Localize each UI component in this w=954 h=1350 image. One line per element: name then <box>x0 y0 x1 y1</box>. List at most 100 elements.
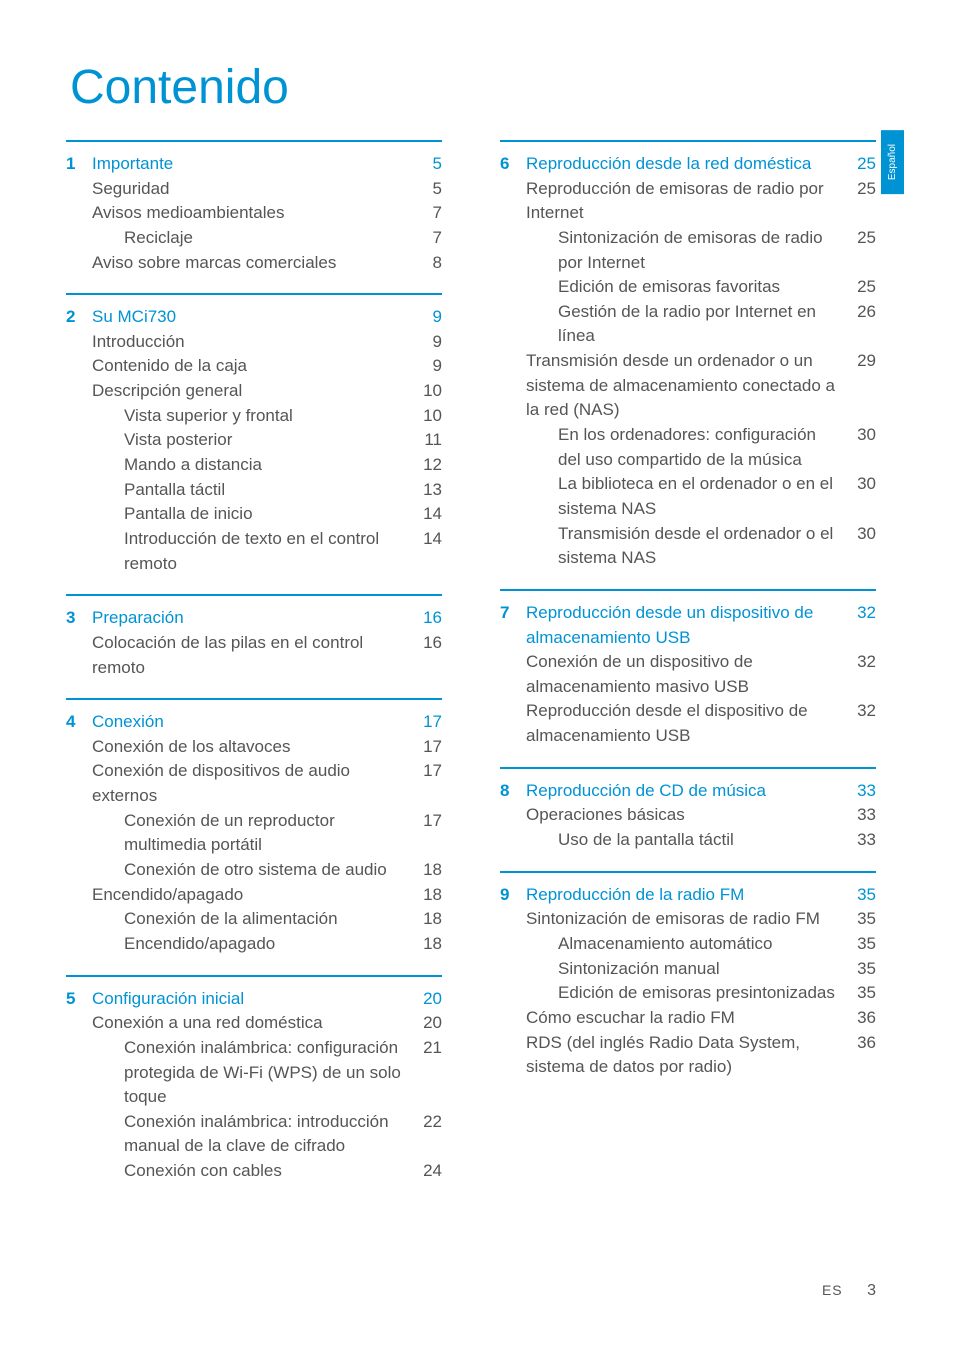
toc-entry[interactable]: Pantalla táctil13 <box>66 478 442 503</box>
toc-entry-page: 21 <box>414 1036 442 1061</box>
toc-section-title: Reproducción de la radio FM <box>526 883 848 908</box>
toc-entry-page: 9 <box>414 330 442 355</box>
toc-entry[interactable]: Uso de la pantalla táctil33 <box>500 828 876 853</box>
toc-section-heading[interactable]: 3Preparación16 <box>66 606 442 631</box>
toc-section-heading[interactable]: 5Configuración inicial20 <box>66 987 442 1012</box>
toc-entry-page: 12 <box>414 453 442 478</box>
toc-entry[interactable]: Pantalla de inicio14 <box>66 502 442 527</box>
toc-section-heading[interactable]: 7Reproducción desde un dispositivo de al… <box>500 601 876 650</box>
toc-entry[interactable]: Contenido de la caja9 <box>66 354 442 379</box>
toc-entry-page: 17 <box>414 809 442 834</box>
toc-entry-page: 20 <box>414 1011 442 1036</box>
toc-entry-page: 9 <box>414 354 442 379</box>
toc-entry[interactable]: Sintonización de emisoras de radio por I… <box>500 226 876 275</box>
toc-entry[interactable]: Sintonización manual35 <box>500 957 876 982</box>
page-footer: ES 3 <box>822 1282 876 1300</box>
toc-entry[interactable]: Avisos medioambientales7 <box>66 201 442 226</box>
toc-entry-text: Reciclaje <box>92 226 414 251</box>
toc-entry[interactable]: Transmisión desde un ordenador o un sist… <box>500 349 876 423</box>
toc-entry-text: Almacenamiento automático <box>526 932 848 957</box>
toc-entry[interactable]: Conexión de un dispositivo de almacenami… <box>500 650 876 699</box>
toc-section-heading[interactable]: 6Reproducción desde la red doméstica25 <box>500 152 876 177</box>
toc-entry[interactable]: Descripción general10 <box>66 379 442 404</box>
toc-entry-page: 35 <box>848 907 876 932</box>
toc-entry-page: 36 <box>848 1031 876 1056</box>
toc-entry-text: Cómo escuchar la radio FM <box>526 1006 848 1031</box>
toc-entry-page: 8 <box>414 251 442 276</box>
toc-entry-text: Mando a distancia <box>92 453 414 478</box>
toc-entry[interactable]: Vista posterior11 <box>66 428 442 453</box>
toc-entry[interactable]: Conexión con cables24 <box>66 1159 442 1184</box>
toc-section-title: Configuración inicial <box>92 987 414 1012</box>
toc-entry-text: Encendido/apagado <box>92 883 414 908</box>
toc-section-title: Reproducción desde un dispositivo de alm… <box>526 601 848 650</box>
toc-entry-page: 11 <box>414 428 442 453</box>
toc-entry[interactable]: En los ordenadores: configuración del us… <box>500 423 876 472</box>
toc-entry[interactable]: Encendido/apagado18 <box>66 932 442 957</box>
toc-entry-text: Contenido de la caja <box>92 354 414 379</box>
toc-entry-text: Conexión de la alimentación <box>92 907 414 932</box>
toc-entry-text: Reproducción de emisoras de radio por In… <box>526 177 848 226</box>
toc-entry[interactable]: Transmisión desde el ordenador o el sist… <box>500 522 876 571</box>
toc-section-number: 7 <box>500 601 526 626</box>
toc-section: 2Su MCi7309Introducción9Contenido de la … <box>66 293 442 594</box>
toc-entry[interactable]: Conexión de los altavoces17 <box>66 735 442 760</box>
toc-section-heading[interactable]: 4Conexión17 <box>66 710 442 735</box>
toc-section-page: 35 <box>848 883 876 908</box>
toc-entry[interactable]: Conexión de un reproductor multimedia po… <box>66 809 442 858</box>
toc-entry-page: 5 <box>414 177 442 202</box>
toc-entry[interactable]: Conexión inalámbrica: introducción manua… <box>66 1110 442 1159</box>
toc-entry[interactable]: Mando a distancia12 <box>66 453 442 478</box>
toc-entry[interactable]: Conexión de la alimentación18 <box>66 907 442 932</box>
toc-section-heading[interactable]: 2Su MCi7309 <box>66 305 442 330</box>
toc-entry[interactable]: Vista superior y frontal10 <box>66 404 442 429</box>
language-tab: Español <box>881 130 904 194</box>
toc-section-heading[interactable]: 9Reproducción de la radio FM35 <box>500 883 876 908</box>
toc-entry-page: 35 <box>848 981 876 1006</box>
toc-section-number: 9 <box>500 883 526 908</box>
toc-entry[interactable]: La biblioteca en el ordenador o en el si… <box>500 472 876 521</box>
toc-entry[interactable]: Introducción de texto en el control remo… <box>66 527 442 576</box>
toc-entry[interactable]: Reciclaje7 <box>66 226 442 251</box>
toc-entry[interactable]: Gestión de la radio por Internet en líne… <box>500 300 876 349</box>
toc-entry[interactable]: Introducción9 <box>66 330 442 355</box>
toc-right-column: 6Reproducción desde la red doméstica25Re… <box>500 140 876 1202</box>
toc-entry-page: 10 <box>414 379 442 404</box>
toc-entry-page: 35 <box>848 932 876 957</box>
toc-entry[interactable]: Conexión a una red doméstica20 <box>66 1011 442 1036</box>
toc-entry[interactable]: Conexión de otro sistema de audio18 <box>66 858 442 883</box>
toc-section: 5Configuración inicial20Conexión a una r… <box>66 975 442 1202</box>
toc-entry-page: 13 <box>414 478 442 503</box>
toc-entry[interactable]: Encendido/apagado18 <box>66 883 442 908</box>
toc-section-heading[interactable]: 8Reproducción de CD de música33 <box>500 779 876 804</box>
toc-section-heading[interactable]: 1Importante5 <box>66 152 442 177</box>
toc-entry-page: 25 <box>848 177 876 202</box>
toc-entry[interactable]: Edición de emisoras presintonizadas35 <box>500 981 876 1006</box>
toc-entry-page: 18 <box>414 858 442 883</box>
toc-entry-text: Conexión de un dispositivo de almacenami… <box>526 650 848 699</box>
toc-entry[interactable]: Almacenamiento automático35 <box>500 932 876 957</box>
toc-entry-page: 17 <box>414 735 442 760</box>
toc-section-page: 25 <box>848 152 876 177</box>
toc-entry[interactable]: Conexión inalámbrica: configuración prot… <box>66 1036 442 1110</box>
toc-entry[interactable]: Cómo escuchar la radio FM36 <box>500 1006 876 1031</box>
toc-entry-page: 25 <box>848 275 876 300</box>
toc-entry[interactable]: Sintonización de emisoras de radio FM35 <box>500 907 876 932</box>
toc-entry[interactable]: Colocación de las pilas en el control re… <box>66 631 442 680</box>
toc-entry[interactable]: Operaciones básicas33 <box>500 803 876 828</box>
toc-entry[interactable]: Seguridad5 <box>66 177 442 202</box>
toc-entry-text: Conexión con cables <box>92 1159 414 1184</box>
toc-entry[interactable]: Reproducción desde el dispositivo de alm… <box>500 699 876 748</box>
toc-section-number: 4 <box>66 710 92 735</box>
toc-entry[interactable]: Aviso sobre marcas comerciales8 <box>66 251 442 276</box>
toc-entry[interactable]: RDS (del inglés Radio Data System, siste… <box>500 1031 876 1080</box>
toc-section: 7Reproducción desde un dispositivo de al… <box>500 589 876 767</box>
toc-entry[interactable]: Edición de emisoras favoritas25 <box>500 275 876 300</box>
toc-section-number: 6 <box>500 152 526 177</box>
toc-section-title: Su MCi730 <box>92 305 414 330</box>
toc-entry[interactable]: Conexión de dispositivos de audio extern… <box>66 759 442 808</box>
page-title: Contenido <box>70 60 289 115</box>
toc-entry-page: 24 <box>414 1159 442 1184</box>
toc-entry[interactable]: Reproducción de emisoras de radio por In… <box>500 177 876 226</box>
toc-entry-page: 7 <box>414 201 442 226</box>
